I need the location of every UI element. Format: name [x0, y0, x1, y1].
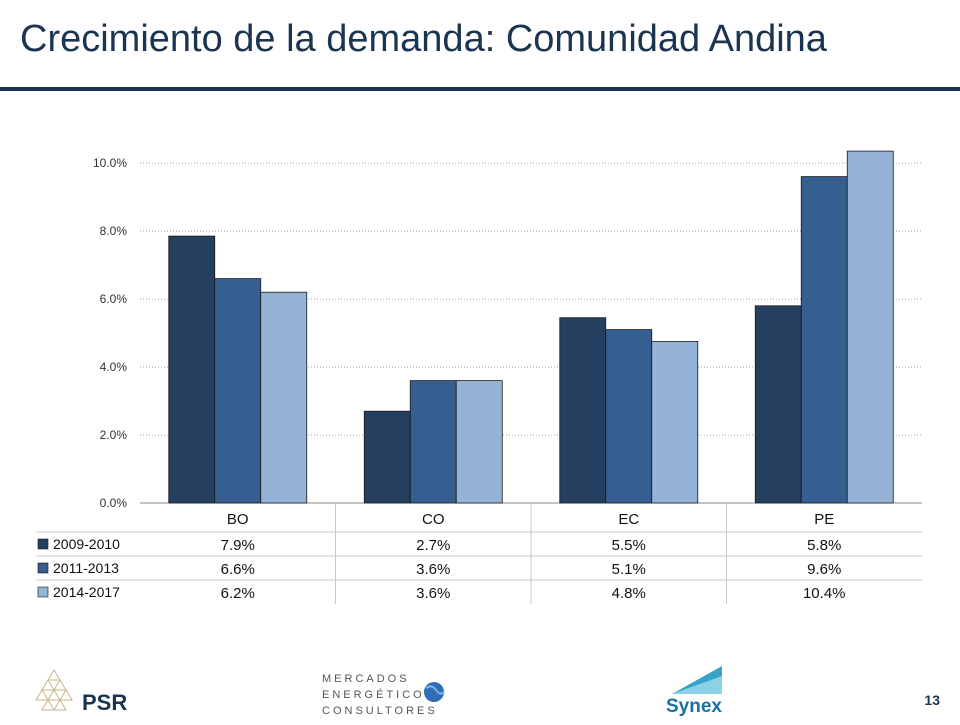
y-tick-label: 0.0%	[100, 496, 128, 510]
psr-logo-text: PSR	[82, 690, 127, 715]
data-label: 3.6%	[416, 585, 450, 602]
data-label: 3.6%	[416, 561, 450, 578]
mercados-line-1: MERCADOS	[322, 673, 410, 685]
category-label: PE	[814, 511, 834, 528]
y-tick-label: 2.0%	[100, 428, 128, 442]
y-tick-label: 8.0%	[100, 224, 128, 238]
y-tick-label: 10.0%	[93, 156, 127, 170]
mercados-energeticos-logo: MERCADOS ENERGÉTICOS CONSULTORES	[322, 668, 452, 725]
globe-icon	[424, 682, 444, 702]
psr-logo: PSR	[35, 666, 146, 723]
legend-swatch	[37, 538, 49, 550]
page-number: 13	[924, 692, 940, 708]
mercados-line-2: ENERGÉTICOS	[322, 688, 435, 701]
bar-2011-2013	[214, 278, 262, 504]
title-divider	[0, 87, 960, 91]
bar-2014-2017	[455, 380, 503, 504]
bar-2009-2010	[363, 410, 411, 504]
bar-2014-2017	[846, 150, 894, 504]
legend-label: 2009-2010	[53, 536, 120, 552]
bar-2009-2010	[754, 305, 802, 504]
data-label: 2.7%	[416, 537, 450, 554]
bar-2011-2013	[605, 329, 653, 504]
bar-2014-2017	[651, 341, 699, 504]
bar-2009-2010	[168, 235, 216, 504]
y-tick-label: 4.0%	[100, 360, 128, 374]
legend-swatch	[37, 562, 49, 574]
data-label: 5.1%	[612, 561, 646, 578]
data-label: 7.9%	[221, 537, 255, 554]
legend-label: 2011-2013	[53, 560, 119, 576]
category-label: EC	[618, 511, 639, 528]
bar-2011-2013	[800, 176, 848, 504]
data-label: 10.4%	[803, 585, 846, 602]
synex-logo-text: Synex	[666, 696, 722, 717]
legend-label: 2014-2017	[53, 584, 120, 600]
synex-logo: Synex	[662, 664, 732, 723]
bar-2009-2010	[559, 317, 607, 504]
psr-logo-mark: PSR	[35, 669, 127, 715]
demand-growth-chart: 0.0% 2.0% 4.0% 6.0% 8.0% 10.0% BO CO EC PE 2009-20…	[36, 150, 922, 604]
data-label: 5.8%	[807, 537, 841, 554]
legend-swatch	[37, 586, 49, 598]
category-label: CO	[422, 511, 445, 528]
data-label: 4.8%	[612, 585, 646, 602]
data-label: 6.6%	[221, 561, 255, 578]
category-label: BO	[227, 511, 249, 528]
bar-2011-2013	[409, 380, 457, 504]
slide-title: Crecimiento de la demanda: Comunidad And…	[20, 18, 827, 60]
data-label: 9.6%	[807, 561, 841, 578]
y-tick-label: 6.0%	[100, 292, 128, 306]
data-label: 5.5%	[612, 537, 646, 554]
mercados-line-3: CONSULTORES	[322, 705, 438, 717]
bar-2014-2017	[260, 291, 308, 504]
data-label: 6.2%	[221, 585, 255, 602]
